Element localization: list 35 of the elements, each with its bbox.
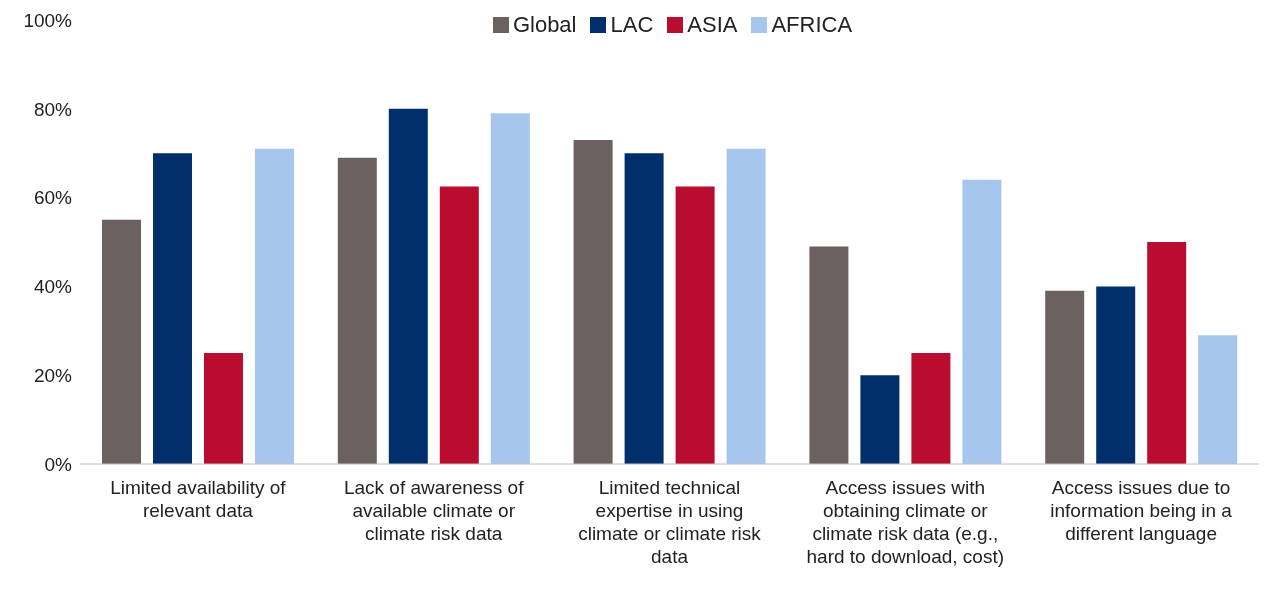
bar xyxy=(490,113,530,464)
y-tick-label: 80% xyxy=(33,98,73,120)
bar xyxy=(153,153,192,464)
bar xyxy=(624,153,664,464)
bar xyxy=(204,353,243,464)
bar xyxy=(1045,290,1085,464)
x-tick-label: Access issues due to information being in a different language xyxy=(1050,477,1233,544)
bar xyxy=(102,219,141,464)
bar xyxy=(860,375,900,464)
bar xyxy=(439,186,479,464)
bar xyxy=(1096,286,1136,464)
bar xyxy=(809,246,849,464)
bar xyxy=(573,139,613,464)
bar xyxy=(726,148,766,464)
x-tick-label: Limited availability of relevant data xyxy=(110,477,287,521)
y-tick-label: 100% xyxy=(23,9,73,31)
legend-label: LAC xyxy=(610,12,654,38)
bar xyxy=(962,179,1002,464)
bar xyxy=(911,353,951,464)
legend-label: AFRICA xyxy=(771,12,853,38)
y-tick-label: 40% xyxy=(33,276,73,298)
x-tick-label: Lack of awareness of available climate or climate risk data xyxy=(343,477,525,544)
legend-label: Global xyxy=(512,12,577,38)
y-tick-label: 0% xyxy=(44,453,73,475)
bar xyxy=(1198,335,1238,464)
y-tick-label: 20% xyxy=(33,364,73,386)
bar xyxy=(388,108,428,464)
bar xyxy=(675,186,715,464)
bar xyxy=(255,148,294,464)
x-tick-label: Access issues with obtaining climate or climate risk data (e.g., hard to download, cost) xyxy=(806,477,1005,567)
y-tick-label: 60% xyxy=(33,187,73,209)
x-tick-label: Limited technical expertise in using climate or climate risk data xyxy=(578,477,762,567)
bar xyxy=(1147,242,1187,464)
bar xyxy=(337,157,377,464)
legend-label: ASIA xyxy=(687,12,738,38)
